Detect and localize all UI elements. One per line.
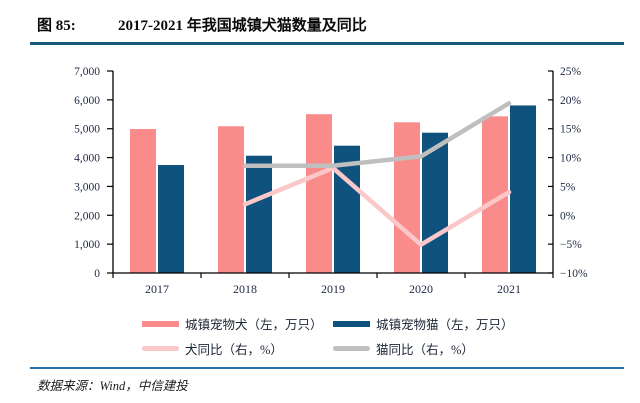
bar-cat-2020 <box>422 132 448 273</box>
left-axis-tick-label: 0 <box>94 268 100 280</box>
right-axis-tick-label: −5% <box>560 239 582 251</box>
dog-bar-swatch <box>142 320 179 327</box>
x-axis-label-2018: 2018 <box>233 282 257 296</box>
x-axis-label-2019: 2019 <box>321 282 345 296</box>
legend-item-cat-yoy: 猫同比（右，%） <box>333 339 524 358</box>
left-axis-tick-label: 4,000 <box>74 153 100 165</box>
right-axis-tick-label: 5% <box>560 181 576 193</box>
legend-row-1: 城镇宠物犬（左，万只） 城镇宠物猫（左，万只） <box>142 314 524 333</box>
right-axis-tick-label: 0% <box>560 210 576 222</box>
right-axis-tick-label: −10% <box>560 268 588 280</box>
right-axis-tick-label: 25% <box>560 66 582 78</box>
right-axis-tick-label: 20% <box>560 95 582 107</box>
left-axis-tick-label: 5,000 <box>74 124 100 136</box>
bar-cat-2018 <box>246 155 272 273</box>
chart-area: 2017 2018 2019 2020 2021 7,000 6,000 5,000 4,000… <box>0 55 640 303</box>
right-axis-tick-label: 15% <box>560 124 582 136</box>
bar-cat-2017 <box>158 165 184 273</box>
legend-item-dog-yoy: 犬同比（右，%） <box>142 339 333 358</box>
legend-label-cat-yoy: 猫同比（右，%） <box>376 343 474 357</box>
chart-svg: 2017 2018 2019 2020 2021 7,000 6,000 5,000 4,000… <box>74 66 588 296</box>
figure-number-label: 图 85: <box>37 18 76 34</box>
footer-divider <box>30 367 624 369</box>
right-axis-tick-label: 10% <box>560 153 582 165</box>
cat-yoy-line-swatch <box>333 346 370 351</box>
bar-cat-2021 <box>510 105 536 273</box>
cat-bar-swatch <box>333 320 370 327</box>
left-axis-tick-label: 6,000 <box>74 95 100 107</box>
bar-dog-2017 <box>130 129 156 273</box>
legend-label-dog-yoy: 犬同比（右，%） <box>185 343 283 357</box>
legend-item-cat-bar: 城镇宠物猫（左，万只） <box>333 314 524 333</box>
x-axis-label-2017: 2017 <box>145 282 169 296</box>
title-divider <box>30 42 624 45</box>
left-axis-tick-label: 1,000 <box>74 239 100 251</box>
left-axis-tick-label: 3,000 <box>74 181 100 193</box>
dog-yoy-line-swatch <box>142 346 179 351</box>
legend-row-2: 犬同比（右，%） 猫同比（右，%） <box>142 339 524 358</box>
figure-title: 2017-2021 年我国城镇犬猫数量及同比 <box>118 18 367 34</box>
data-source-note: 数据来源：Wind，中信建投 <box>37 379 188 393</box>
bar-dog-2018 <box>218 126 244 273</box>
legend-item-dog-bar: 城镇宠物犬（左，万只） <box>142 314 333 333</box>
left-axis-tick-label: 2,000 <box>74 210 100 222</box>
bar-dog-2019 <box>306 114 332 273</box>
x-axis-label-2020: 2020 <box>409 282 433 296</box>
legend-label-dog-bar: 城镇宠物犬（左，万只） <box>185 318 323 332</box>
line-dog-yoy <box>242 165 512 247</box>
x-axis-label-2021: 2021 <box>497 282 521 296</box>
legend-label-cat-bar: 城镇宠物猫（左，万只） <box>376 318 514 332</box>
line-cat-yoy <box>242 101 512 168</box>
left-axis-tick-label: 7,000 <box>74 66 100 78</box>
bar-dog-2020 <box>394 122 420 273</box>
